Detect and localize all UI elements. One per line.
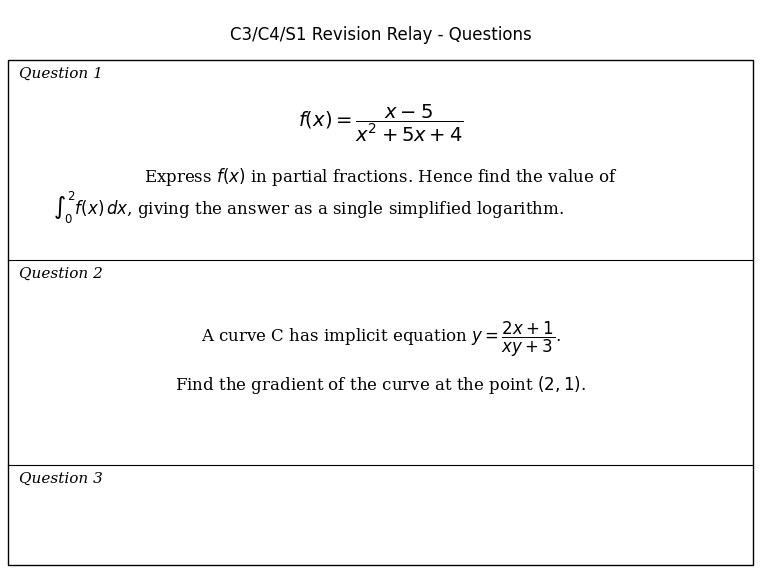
Text: $f(x) = \dfrac{x - 5}{x^2 + 5x + 4}$: $f(x) = \dfrac{x - 5}{x^2 + 5x + 4}$	[298, 102, 463, 143]
Bar	[8, 60, 753, 565]
Text: Express $f(x)$ in partial fractions. Hence find the value of: Express $f(x)$ in partial fractions. Hen…	[144, 166, 617, 188]
Text: C3/C4/S1 Revision Relay - Questions: C3/C4/S1 Revision Relay - Questions	[230, 26, 531, 44]
Text: Question 2: Question 2	[19, 267, 103, 281]
Text: Find the gradient of the curve at the point $(2,1)$.: Find the gradient of the curve at the po…	[175, 375, 586, 396]
Text: Question 3: Question 3	[19, 472, 103, 486]
Text: Question 1: Question 1	[19, 67, 103, 81]
Text: A curve C has implicit equation $y = \dfrac{2x+1}{xy+3}$.: A curve C has implicit equation $y = \df…	[201, 320, 560, 359]
Text: $\int_0^2 f(x)\, dx$, giving the answer as a single simplified logarithm.: $\int_0^2 f(x)\, dx$, giving the answer …	[53, 190, 565, 227]
